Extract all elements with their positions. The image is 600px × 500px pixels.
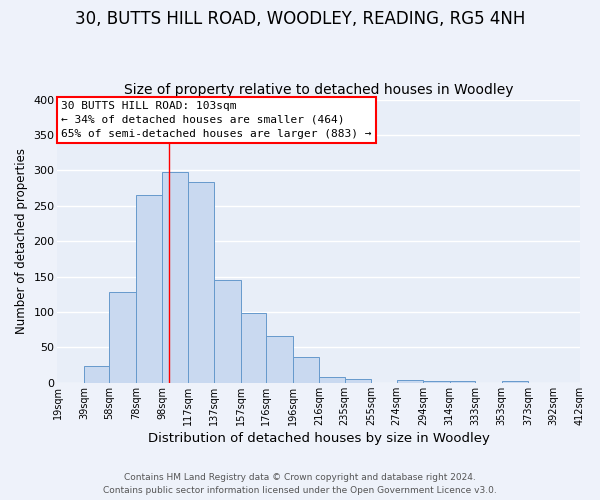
Bar xyxy=(449,382,475,383)
Bar xyxy=(423,382,449,383)
Bar xyxy=(397,380,423,383)
Y-axis label: Number of detached properties: Number of detached properties xyxy=(15,148,28,334)
Bar xyxy=(136,195,163,383)
Text: 30 BUTTS HILL ROAD: 103sqm
← 34% of detached houses are smaller (464)
65% of sem: 30 BUTTS HILL ROAD: 103sqm ← 34% of deta… xyxy=(61,101,372,139)
Bar xyxy=(319,377,344,383)
Bar xyxy=(214,280,241,383)
Title: Size of property relative to detached houses in Woodley: Size of property relative to detached ho… xyxy=(124,83,514,97)
Bar xyxy=(163,172,188,383)
Bar xyxy=(109,292,136,383)
Bar xyxy=(266,336,293,383)
Text: Contains HM Land Registry data © Crown copyright and database right 2024.
Contai: Contains HM Land Registry data © Crown c… xyxy=(103,474,497,495)
Bar xyxy=(188,182,214,383)
Bar xyxy=(84,366,109,383)
X-axis label: Distribution of detached houses by size in Woodley: Distribution of detached houses by size … xyxy=(148,432,490,445)
Bar xyxy=(293,356,319,383)
Bar xyxy=(344,379,371,383)
Text: 30, BUTTS HILL ROAD, WOODLEY, READING, RG5 4NH: 30, BUTTS HILL ROAD, WOODLEY, READING, R… xyxy=(75,10,525,28)
Bar xyxy=(502,382,528,383)
Bar xyxy=(241,314,266,383)
